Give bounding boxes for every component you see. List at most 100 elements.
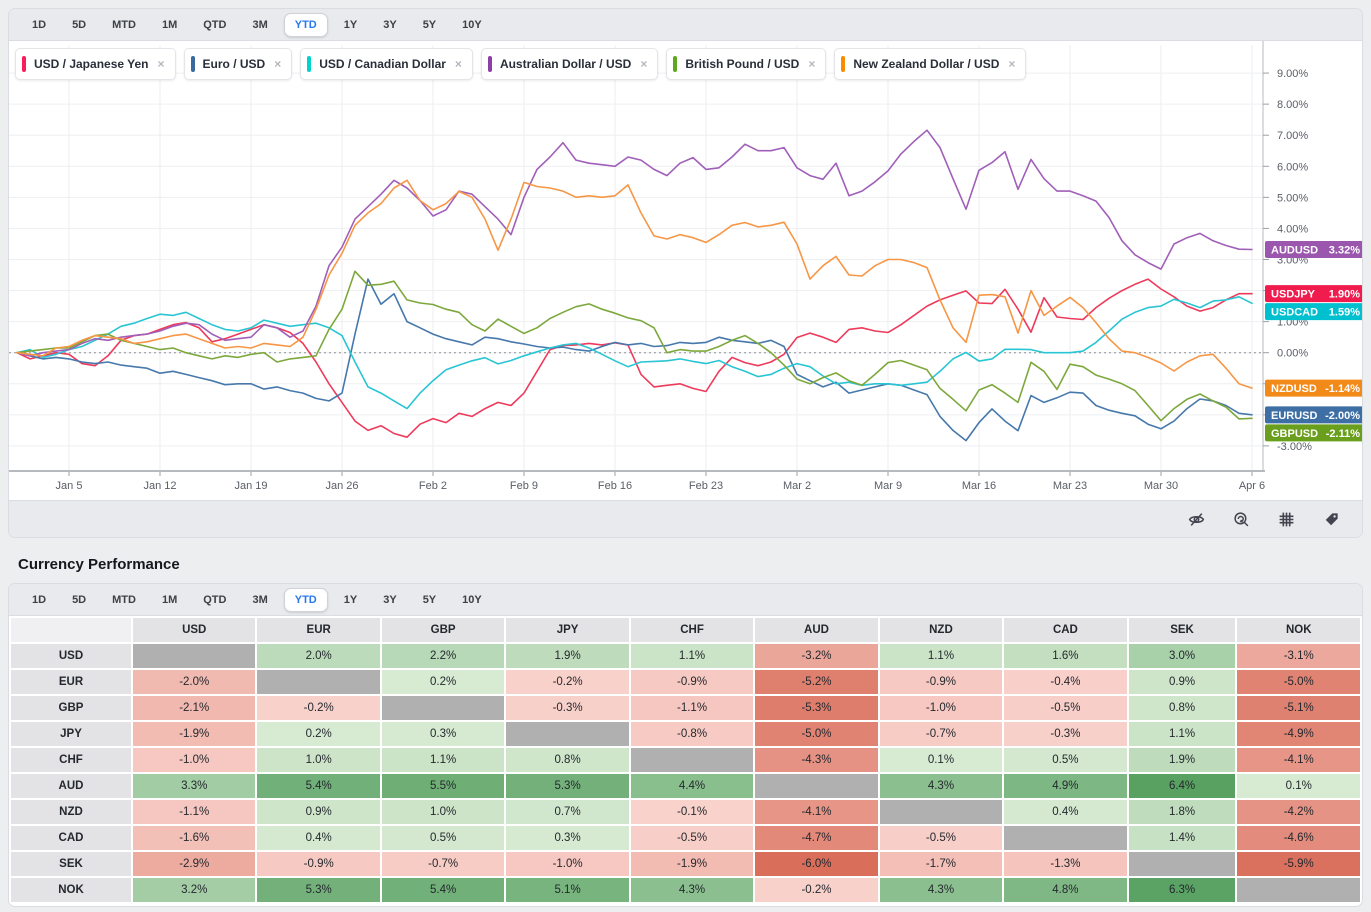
matrix-row-header-eur: EUR bbox=[11, 670, 131, 694]
price-tag-symbol: USDCAD bbox=[1271, 307, 1318, 319]
matrix-column-header-cad: CAD bbox=[1004, 618, 1127, 642]
chart-tab-5d[interactable]: 5D bbox=[72, 18, 87, 31]
series-line-nzdusd bbox=[16, 179, 1253, 389]
performance-tab-1m[interactable]: 1M bbox=[161, 593, 178, 606]
matrix-cell-chf-gbp: 1.1% bbox=[381, 748, 505, 772]
matrix-cell-nzd-cad: 0.4% bbox=[1004, 800, 1127, 824]
matrix-cell-eur-chf: -0.9% bbox=[630, 670, 754, 694]
matrix-cell-nok-cad: 4.8% bbox=[1004, 878, 1127, 902]
chart-tab-1m[interactable]: 1M bbox=[161, 18, 178, 31]
legend-chip-usd-japanese-yen[interactable]: USD / Japanese Yen × bbox=[15, 48, 176, 80]
chart-tab-3m[interactable]: 3M bbox=[252, 18, 268, 31]
matrix-column-header-eur: EUR bbox=[257, 618, 380, 642]
price-tag-value: 1.59% bbox=[1329, 307, 1360, 319]
performance-tab-10y[interactable]: 10Y bbox=[462, 593, 482, 606]
matrix-cell-gbp-eur: -0.2% bbox=[257, 696, 380, 720]
matrix-row-header-cad: CAD bbox=[11, 826, 131, 850]
close-icon[interactable]: × bbox=[274, 57, 282, 71]
legend-chip-new-zealand-dollar-usd[interactable]: New Zealand Dollar / USD × bbox=[834, 48, 1027, 80]
performance-timeframe-tabbar: 1D 5D MTD 1M QTD 3M YTD 1Y 3Y 5Y 10Y bbox=[9, 584, 1362, 616]
matrix-column-header-chf: CHF bbox=[630, 618, 754, 642]
performance-tab-1d[interactable]: 1D bbox=[32, 593, 47, 606]
price-tag-symbol: AUDUSD bbox=[1271, 245, 1318, 257]
matrix-cell-nzd-jpy: 0.7% bbox=[506, 800, 629, 824]
close-icon[interactable]: × bbox=[1008, 57, 1016, 71]
matrix-cell-nzd-usd: -1.1% bbox=[133, 800, 256, 824]
legend-chip-euro-usd[interactable]: Euro / USD × bbox=[183, 48, 293, 80]
chart-tab-10y[interactable]: 10Y bbox=[462, 18, 482, 31]
close-icon[interactable]: × bbox=[454, 57, 462, 71]
series-color-bar bbox=[673, 56, 678, 72]
matrix-cell-sek-sek bbox=[1128, 852, 1236, 876]
performance-tab-3m[interactable]: 3M bbox=[252, 593, 268, 606]
matrix-cell-sek-usd: -2.9% bbox=[133, 852, 256, 876]
x-axis-label: Mar 16 bbox=[962, 480, 996, 492]
chart-tab-1y[interactable]: 1Y bbox=[343, 18, 358, 31]
matrix-cell-usd-sek: 3.0% bbox=[1128, 644, 1236, 668]
zoom-reset-icon[interactable] bbox=[1226, 506, 1256, 532]
legend-chip-usd-canadian-dollar[interactable]: USD / Canadian Dollar × bbox=[300, 48, 473, 80]
performance-tab-qtd[interactable]: QTD bbox=[203, 593, 227, 606]
close-icon[interactable]: × bbox=[808, 57, 816, 71]
matrix-row-header-nzd: NZD bbox=[11, 800, 131, 824]
currency-performance-table: USD EUR GBP JPY CHF AUD NZD CAD SEK NOK USD 2.0% 2.2… bbox=[9, 616, 1362, 904]
matrix-cell-jpy-nok: -4.9% bbox=[1237, 722, 1360, 746]
matrix-column-header-nok: NOK bbox=[1237, 618, 1360, 642]
legend-chip-australian-dollar-usd[interactable]: Australian Dollar / USD × bbox=[480, 48, 659, 80]
chart-tab-1d[interactable]: 1D bbox=[32, 18, 47, 31]
matrix-cell-cad-chf: -0.5% bbox=[630, 826, 754, 850]
legend-chip-british-pound-usd[interactable]: British Pound / USD × bbox=[666, 48, 827, 80]
matrix-cell-sek-chf: -1.9% bbox=[630, 852, 754, 876]
price-tag-usdjpy bbox=[1265, 285, 1362, 303]
matrix-cell-chf-nok: -4.1% bbox=[1237, 748, 1360, 772]
price-tag-value: 1.90% bbox=[1329, 289, 1360, 301]
chart-tab-ytd[interactable]: YTD bbox=[283, 12, 328, 37]
price-tag-icon[interactable] bbox=[1316, 506, 1346, 532]
x-axis-label: Jan 26 bbox=[325, 480, 358, 492]
performance-tab-mtd[interactable]: MTD bbox=[112, 593, 136, 606]
matrix-cell-eur-jpy: -0.2% bbox=[506, 670, 629, 694]
chart-plot[interactable]: Jan 5 Jan 12 Jan 19 Jan 26 Feb 2 Feb 9 Feb 16 F… bbox=[9, 41, 1362, 501]
performance-widget: 1D 5D MTD 1M QTD 3M YTD 1Y 3Y 5Y 10Y USD EUR GBP JPY C… bbox=[8, 583, 1363, 907]
price-tag-gbpusd bbox=[1265, 424, 1362, 442]
matrix-cell-eur-nzd: -0.9% bbox=[879, 670, 1003, 694]
performance-tab-5y[interactable]: 5Y bbox=[422, 593, 437, 606]
grid-icon[interactable] bbox=[1271, 506, 1301, 532]
matrix-cell-gbp-usd: -2.1% bbox=[133, 696, 256, 720]
legend-chip-label: Australian Dollar / USD bbox=[499, 57, 632, 71]
price-tag-audusd bbox=[1265, 241, 1362, 259]
matrix-cell-cad-sek: 1.4% bbox=[1128, 826, 1236, 850]
matrix-row-sek: SEK -2.9% -0.9% -0.7% -1.0% -1.9% -6.0% -1.7% -1… bbox=[11, 852, 1360, 876]
series-color-bar bbox=[190, 56, 195, 72]
performance-tab-3y[interactable]: 3Y bbox=[383, 593, 397, 606]
close-icon[interactable]: × bbox=[640, 57, 648, 71]
matrix-cell-chf-jpy: 0.8% bbox=[506, 748, 629, 772]
matrix-cell-nok-nzd: 4.3% bbox=[879, 878, 1003, 902]
matrix-cell-usd-nok: -3.1% bbox=[1237, 644, 1360, 668]
chart-tab-3y[interactable]: 3Y bbox=[383, 18, 397, 31]
matrix-row-header-usd: USD bbox=[11, 644, 131, 668]
matrix-column-header-nzd: NZD bbox=[879, 618, 1003, 642]
x-axis-label: Jan 5 bbox=[56, 480, 83, 492]
chart-tab-5y[interactable]: 5Y bbox=[422, 18, 437, 31]
performance-tab-5d[interactable]: 5D bbox=[72, 593, 87, 606]
matrix-cell-nzd-sek: 1.8% bbox=[1128, 800, 1236, 824]
hide-labels-icon[interactable] bbox=[1181, 506, 1211, 532]
matrix-cell-usd-nzd: 1.1% bbox=[879, 644, 1003, 668]
matrix-cell-usd-jpy: 1.9% bbox=[506, 644, 629, 668]
close-icon[interactable]: × bbox=[157, 57, 165, 71]
chart-tab-mtd[interactable]: MTD bbox=[112, 18, 136, 31]
matrix-cell-chf-chf bbox=[630, 748, 754, 772]
performance-tab-ytd[interactable]: YTD bbox=[283, 587, 328, 612]
x-axis-label: Mar 9 bbox=[874, 480, 902, 492]
matrix-cell-nzd-nzd bbox=[879, 800, 1003, 824]
legend-chip-label: USD / Japanese Yen bbox=[34, 57, 149, 71]
matrix-cell-jpy-aud: -5.0% bbox=[755, 722, 878, 746]
matrix-cell-nzd-eur: 0.9% bbox=[257, 800, 380, 824]
performance-tab-1y[interactable]: 1Y bbox=[343, 593, 358, 606]
matrix-cell-nok-gbp: 5.4% bbox=[381, 878, 505, 902]
x-axis-label: Jan 12 bbox=[143, 480, 176, 492]
matrix-cell-aud-cad: 4.9% bbox=[1004, 774, 1127, 798]
chart-tab-qtd[interactable]: QTD bbox=[203, 18, 227, 31]
matrix-cell-jpy-chf: -0.8% bbox=[630, 722, 754, 746]
